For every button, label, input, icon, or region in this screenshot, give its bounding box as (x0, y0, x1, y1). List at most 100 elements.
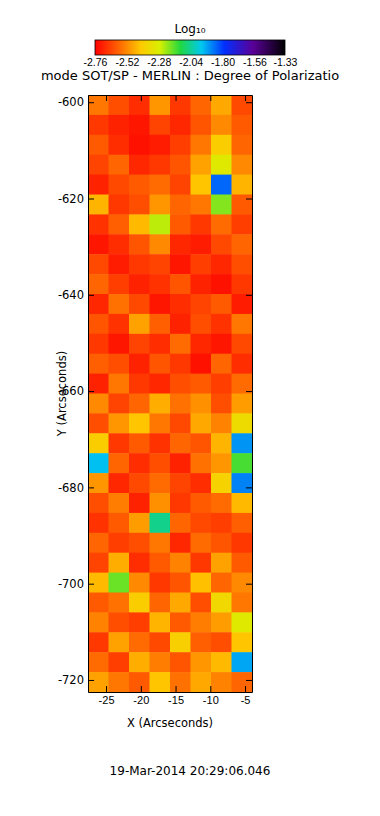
cell (150, 234, 171, 254)
cell (150, 254, 171, 274)
cell (129, 135, 150, 155)
cell (88, 374, 109, 394)
cell (191, 95, 212, 115)
cell (211, 135, 232, 155)
cell (109, 493, 130, 513)
cell (191, 413, 212, 433)
y-axis-right-tick (246, 391, 252, 392)
cell (88, 593, 109, 613)
cell (129, 593, 150, 613)
cell (88, 354, 109, 374)
cell (109, 632, 130, 652)
cell (109, 652, 130, 672)
cell (150, 433, 171, 453)
x-axis-top-tick-mark (210, 95, 211, 101)
y-axis-tick: -600 (58, 95, 94, 109)
cell (211, 115, 232, 135)
cell (211, 593, 232, 613)
y-axis-tick-mark (88, 199, 94, 200)
cell (232, 493, 253, 513)
cell (170, 254, 191, 274)
x-axis-tick-mark (210, 686, 211, 692)
cell (211, 254, 232, 274)
cell (88, 294, 109, 314)
y-axis-right-tick-mark (246, 487, 252, 488)
y-axis-tick: -640 (58, 288, 94, 302)
cell (150, 294, 171, 314)
cell (150, 314, 171, 334)
cell (211, 234, 232, 254)
cell (109, 115, 130, 135)
cell (191, 493, 212, 513)
y-axis-tick-mark (88, 680, 94, 681)
cell (109, 214, 130, 234)
cell (211, 354, 232, 374)
cell (150, 135, 171, 155)
cell (88, 493, 109, 513)
cell (109, 274, 130, 294)
y-axis-tick: -700 (58, 577, 94, 591)
cell (129, 394, 150, 414)
cell (211, 493, 232, 513)
cell (170, 135, 191, 155)
cell (170, 553, 191, 573)
cell (129, 214, 150, 234)
x-axis-top-tick (245, 95, 246, 101)
y-axis-right-tick-mark (246, 584, 252, 585)
cell (129, 374, 150, 394)
cell (109, 573, 130, 593)
cell (109, 612, 130, 632)
chart: Log₁₀-2.76-2.52-2.28-2.04-1.80-1.56-1.33… (0, 0, 380, 816)
cell (191, 632, 212, 652)
cell (211, 553, 232, 573)
cell (211, 314, 232, 334)
cell (232, 433, 253, 453)
colorbar-tick: -2.04 (179, 55, 203, 68)
cell (170, 314, 191, 334)
cell (211, 214, 232, 234)
cell (150, 533, 171, 553)
x-axis-top-line (89, 95, 253, 96)
y-axis-right-tick (246, 584, 252, 585)
cell (150, 513, 171, 533)
y-axis-right-line (252, 96, 253, 693)
cell (191, 334, 212, 354)
x-axis-top-tick-mark (245, 95, 246, 101)
colorbar-tick-label: -2.28 (147, 56, 171, 68)
cell (170, 334, 191, 354)
x-axis-top-tick (210, 95, 211, 101)
cell (109, 95, 130, 115)
colorbar-tick-label: -1.33 (274, 56, 298, 68)
y-axis-right-tick (246, 102, 252, 103)
cell (109, 374, 130, 394)
colorbar-tick-label: -2.52 (115, 56, 139, 68)
cell (232, 214, 253, 234)
cell (129, 413, 150, 433)
cell (170, 115, 191, 135)
cell (170, 433, 191, 453)
colorbar-tick-label: -2.04 (179, 56, 203, 68)
cell (211, 394, 232, 414)
cell (170, 234, 191, 254)
y-axis-right-tick-mark (246, 102, 252, 103)
cell (170, 632, 191, 652)
y-axis-tick: -620 (58, 192, 94, 206)
cell (109, 593, 130, 613)
date: 19-Mar-2014 20:29:06.046 (110, 764, 271, 778)
cell (150, 354, 171, 374)
cell (129, 294, 150, 314)
colorbar-tick: -2.76 (84, 55, 108, 68)
cell (109, 433, 130, 453)
cell (129, 612, 150, 632)
cell (170, 294, 191, 314)
cell (170, 274, 191, 294)
y-axis-right-tick-mark (246, 199, 252, 200)
cell (191, 672, 212, 692)
cell (129, 493, 150, 513)
cell (129, 453, 150, 473)
cell (232, 632, 253, 652)
cell (150, 473, 171, 493)
cell (211, 334, 232, 354)
cell (211, 274, 232, 294)
cell (88, 513, 109, 533)
